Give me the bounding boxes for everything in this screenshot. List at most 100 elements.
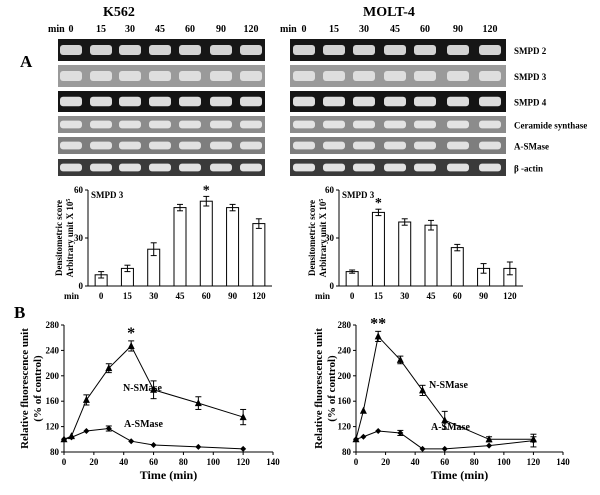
gel-band [323,163,345,172]
gene-label: Ceramide synthase [514,121,587,131]
time-point-label: 60 [420,24,430,35]
data-point-diamond [195,443,202,450]
x-tick-label: 140 [266,457,280,467]
gel-band [240,45,262,55]
gel-band [90,96,112,107]
gel-band [240,71,262,81]
panel-b-label: B [14,303,25,322]
bar [450,247,464,287]
gel-band [447,141,469,150]
y-tick-label: 0 [330,281,335,291]
gel-band [210,45,232,55]
time-axis-label: min [280,24,297,35]
x-tick-label: 90 [228,291,238,301]
bar [345,271,359,287]
gel-band [240,141,262,150]
y-tick-label: 200 [46,371,60,381]
x-tick-label: 20 [381,457,391,467]
data-point-triangle [194,399,202,407]
time-point-label: 30 [125,24,135,35]
bar [398,221,412,287]
x-axis-label: min [315,291,330,301]
x-tick-label: 60 [453,291,463,301]
gel-band [60,45,82,55]
x-tick-label: 15 [123,291,133,301]
gel-band [414,141,436,150]
bar [424,224,438,287]
data-point-triangle [150,385,158,393]
x-axis-label: Time (min) [140,468,197,482]
gel-band [479,71,501,81]
gel-band [119,71,141,81]
gel-band [149,71,171,81]
gel-band [323,71,345,81]
data-point-diamond [105,425,112,432]
y-axis-label-line1: Densitometric score [54,200,64,276]
gel-band [90,45,112,55]
y-tick-label: 80 [50,447,60,457]
gel-band [353,120,375,129]
gel-band [447,71,469,81]
gene-label: β -actin [514,164,543,174]
y-axis-label-line2: (% of control) [32,355,44,422]
x-tick-label: 80 [179,457,189,467]
gel-band [447,120,469,129]
data-point-triangle [359,406,367,414]
data-point-diamond [360,433,367,440]
gel-band [293,141,315,150]
series-line [63,345,244,440]
chart-title: SMPD 3 [342,190,375,200]
gel-band [210,141,232,150]
chart-title: SMPD 3 [91,190,124,200]
gel-band [149,141,171,150]
data-point-diamond [353,436,359,443]
gel-band [447,45,469,55]
y-tick-label: 160 [338,396,352,406]
gel-band [323,96,345,107]
gel-band [60,120,82,129]
gel-band [179,120,201,129]
x-tick-label: 20 [89,457,99,467]
x-tick-label: 30 [149,291,159,301]
time-point-label: 15 [329,24,339,35]
line-chart-k562: 80 120 160 200 240 280 0 20 40 60 80 100 120 140 N-SMa… [19,320,280,482]
time-point-label: 15 [96,24,106,35]
gel-panel-molt4: min 0 15 30 45 60 90 120 SMPD 2 SMPD 3 SMPD 4 Ceram… [280,24,587,176]
gel-band [479,141,501,150]
k562-title: K562 [103,5,135,20]
y-axis-label-line1: Densitometric score [307,200,317,276]
gel-band [479,96,501,107]
data-point-triangle [374,332,382,340]
bar [371,211,385,287]
gel-band [293,96,315,107]
gel-band [210,163,232,172]
gel-band [179,141,201,150]
data-point-triangle [127,341,135,349]
x-tick-label: 40 [119,457,129,467]
series-label: N-SMase [429,380,468,391]
gel-band [384,120,406,129]
data-point-diamond [486,442,493,449]
x-tick-label: 30 [400,291,410,301]
gel-band [384,96,406,107]
gel-band [479,45,501,55]
y-tick-label: 30 [325,233,335,243]
data-point-diamond [83,428,90,435]
bar [252,223,266,287]
data-point-triangle [239,413,247,421]
x-tick-label: 0 [99,291,104,301]
y-axis-label-line1: Relative fluorescence unit [19,328,31,449]
gel-band [119,45,141,55]
time-point-label: 0 [302,24,307,35]
significance-marker: * [375,196,382,211]
y-tick-label: 60 [74,185,84,195]
x-tick-label: 45 [176,291,186,301]
gel-band [323,120,345,129]
y-tick-label: 80 [342,447,352,457]
data-point-triangle [419,386,427,394]
gel-band [90,141,112,150]
y-axis-label-superscript: 5 [66,199,72,202]
y-tick-label: 120 [46,422,60,432]
gel-band [414,71,436,81]
data-point-triangle [441,416,449,424]
